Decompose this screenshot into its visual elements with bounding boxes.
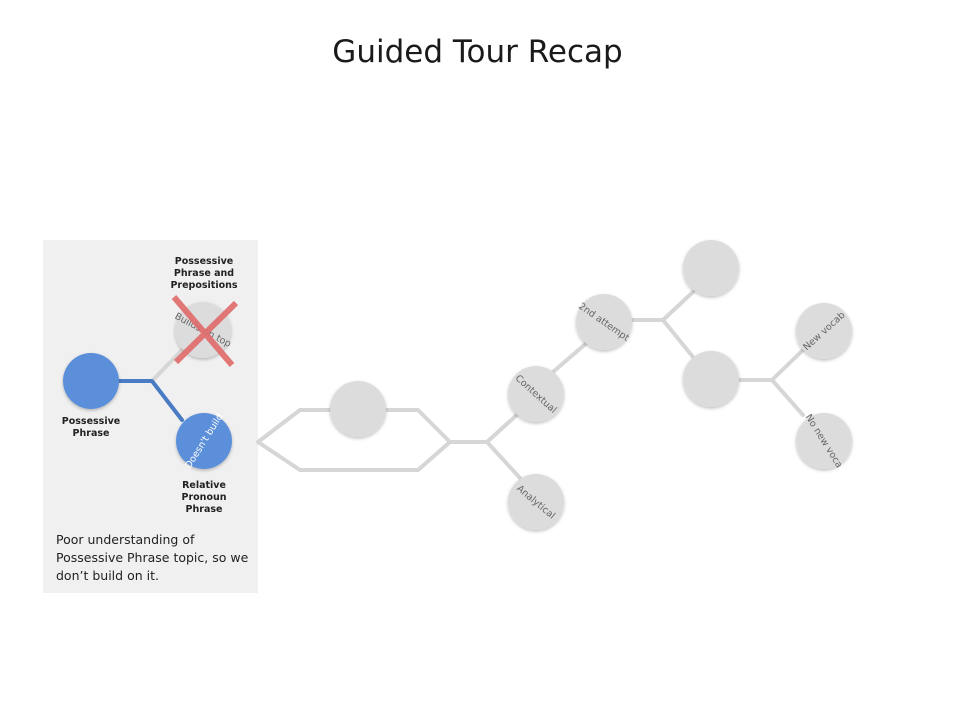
- active-connector: [116, 379, 184, 422]
- connector-to-top-node: [628, 290, 695, 322]
- node-contextual[interactable]: [508, 366, 564, 422]
- node-new-vocab[interactable]: [796, 303, 852, 359]
- connector-to-second-attempt: [551, 338, 592, 374]
- connector-to-contextual: [448, 410, 522, 444]
- connector-to-new-vocab: [737, 348, 805, 382]
- node-analytical[interactable]: [508, 474, 564, 530]
- node-relative-pronoun[interactable]: [176, 413, 232, 469]
- node-branch-top[interactable]: [330, 381, 386, 437]
- slide-title: Guided Tour Recap: [332, 34, 623, 70]
- label-possessive-phrase: Possessive Phrase: [61, 416, 121, 439]
- connector-to-mid-node: [661, 318, 695, 359]
- connector-to-no-new-vocab: [770, 378, 805, 417]
- connector-to-prepositions: [116, 348, 184, 383]
- node-top[interactable]: [683, 240, 739, 296]
- connector-to-analytical: [485, 440, 522, 480]
- node-no-new-vocab[interactable]: [796, 413, 852, 469]
- node-possessive-phrase[interactable]: [63, 353, 119, 409]
- label-relative-pronoun: Relative Pronoun Phrase: [181, 480, 227, 515]
- label-prepositions: Possessive Phrase and Prepositions: [170, 256, 238, 291]
- node-mid[interactable]: [683, 351, 739, 407]
- explanation-note: Poor understanding of Possessive Phrase …: [56, 532, 249, 583]
- highlight-panel: [43, 240, 258, 593]
- cross-mark-icon: [171, 295, 239, 367]
- node-second-attempt[interactable]: [576, 294, 632, 350]
